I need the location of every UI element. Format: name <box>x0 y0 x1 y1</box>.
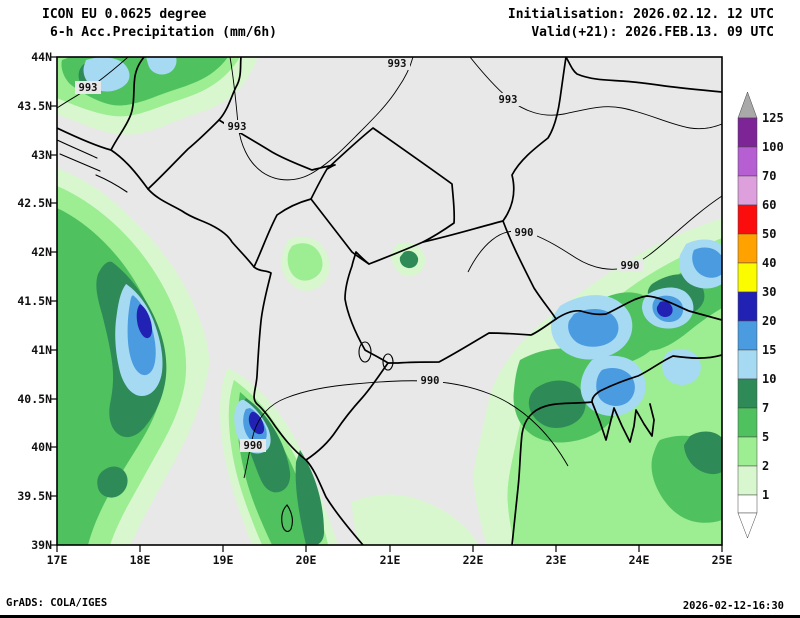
isobar-labels: 993 993 993 993 990 990 990 990 <box>75 57 643 452</box>
border-bulgaria-macedonia <box>502 220 557 320</box>
legend-value: 30 <box>762 285 776 299</box>
legend-value: 15 <box>762 343 776 357</box>
lon-ticks <box>56 545 723 552</box>
model-title: ICON EU 0.0625 degree <box>42 7 207 22</box>
lat-label: 43.5N <box>17 99 52 113</box>
lon-label: 21E <box>380 553 401 567</box>
lake-ohrid <box>358 341 372 363</box>
isobar-990-b <box>243 380 569 479</box>
croatian-islands <box>57 139 128 193</box>
legend-value: 5 <box>762 430 769 444</box>
lon-label: 17E <box>47 553 68 567</box>
border-bulgaria-greece <box>555 295 722 321</box>
lon-axis-labels: 17E 18E 19E 20E 21E 22E 23E 24E 25E <box>47 553 733 567</box>
border-albania-greece <box>305 362 389 461</box>
grads-credit: GrADS: COLA/IGES <box>6 597 108 609</box>
legend-colorbar <box>737 91 758 539</box>
lat-label: 42N <box>31 245 52 259</box>
lon-label: 20E <box>296 553 317 567</box>
isobar-label: 990 <box>244 440 263 452</box>
lon-label: 24E <box>629 553 650 567</box>
lon-label: 22E <box>463 553 484 567</box>
isobar-label: 993 <box>499 94 518 106</box>
border-serbia-macedonia <box>422 220 504 243</box>
border-montenegro-albania <box>253 198 312 268</box>
creation-timestamp: 2026-02-12-16:30 <box>682 600 784 612</box>
legend-value: 50 <box>762 227 776 241</box>
isobar-label: 993 <box>79 82 98 94</box>
lat-label: 44N <box>31 50 52 64</box>
border-danube-romania-bulgaria <box>565 57 722 93</box>
legend-value: 20 <box>762 314 776 328</box>
isobar-label: 990 <box>515 227 534 239</box>
lat-label: 41.5N <box>17 294 52 308</box>
islands-and-lakes <box>57 139 394 532</box>
lat-ticks <box>50 56 57 546</box>
border-albania-macedonia <box>344 251 389 364</box>
precip-med-blue-layer <box>127 247 722 445</box>
border-drina <box>218 57 242 121</box>
lat-label: 40N <box>31 440 52 454</box>
corfu-island <box>281 504 293 532</box>
lat-label: 43N <box>31 148 52 162</box>
lake-prespa <box>382 353 394 371</box>
lat-label: 39.5N <box>17 489 52 503</box>
border-serbia-bulgaria <box>502 57 567 222</box>
precip-navy-layer <box>136 301 673 435</box>
thermaic-gulf-coast <box>511 401 593 545</box>
isobar-label: 993 <box>228 121 247 133</box>
product-title: 6-h Acc.Precipitation (mm/6h) <box>50 25 277 40</box>
lon-label: 19E <box>213 553 234 567</box>
legend-value: 7 <box>762 401 769 415</box>
legend-value-labels: 125 100 70 60 50 40 30 20 15 10 7 5 2 1 <box>762 111 784 502</box>
country-borders <box>57 57 722 545</box>
lat-label: 41N <box>31 343 52 357</box>
legend-value: 100 <box>762 140 784 154</box>
legend-top-triangle <box>737 91 758 119</box>
lat-label: 39N <box>31 538 52 552</box>
legend-value: 70 <box>762 169 776 183</box>
legend-value: 2 <box>762 459 769 473</box>
isobar-label: 990 <box>621 260 640 272</box>
border-bosnia-montenegro <box>147 119 220 190</box>
init-time: Initialisation: 2026.02.12. 12 UTC <box>507 7 774 22</box>
legend-value: 125 <box>762 111 784 125</box>
lon-label: 18E <box>130 553 151 567</box>
legend-value: 10 <box>762 372 776 386</box>
legend-value: 1 <box>762 488 769 502</box>
isobar-label: 993 <box>388 58 407 70</box>
legend-value: 40 <box>762 256 776 270</box>
aegean-coast <box>591 354 722 443</box>
border-montenegro-serbia <box>218 119 336 171</box>
lon-label: 23E <box>546 553 567 567</box>
legend-bottom-triangle <box>737 512 758 539</box>
isobar-990-a <box>467 195 722 273</box>
isobar-label: 990 <box>421 375 440 387</box>
adriatic-coastline <box>57 127 364 545</box>
lat-label: 42.5N <box>17 196 52 210</box>
lat-label: 40.5N <box>17 392 52 406</box>
legend-value: 60 <box>762 198 776 212</box>
valid-time: Valid(+21): 2026.FEB.13. 09 UTC <box>531 25 774 40</box>
lat-axis-labels: 44N 43.5N 43N 42.5N 42N 41.5N 41N 40.5N … <box>17 50 52 552</box>
border-greece-macedonia <box>387 318 557 364</box>
border-croatia-bosnia <box>110 57 145 151</box>
bottom-border-line <box>0 615 800 618</box>
lon-label: 25E <box>712 553 733 567</box>
